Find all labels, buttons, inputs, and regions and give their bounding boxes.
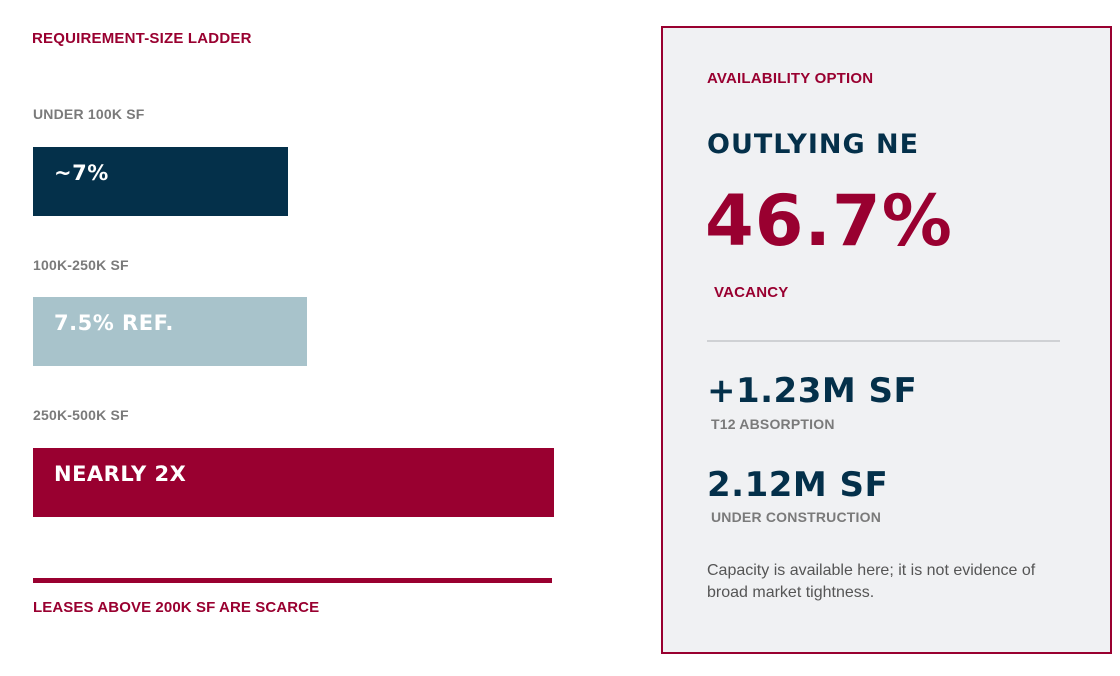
absorption-value: +1.23M SF bbox=[707, 371, 918, 411]
tier-value-250k-500k: NEARLY 2X bbox=[54, 462, 187, 486]
tier-value-under-100k: ~7% bbox=[54, 161, 109, 185]
market-name: OUTLYING NE bbox=[707, 129, 920, 160]
tier-label-under-100k: UNDER 100K SF bbox=[33, 106, 145, 122]
panel-divider bbox=[707, 340, 1060, 342]
tier-value-100k-250k: 7.5% REF. bbox=[54, 311, 174, 335]
footer-divider bbox=[33, 578, 552, 583]
tier-bar-under-100k: ~7% bbox=[33, 147, 288, 216]
ladder-title: REQUIREMENT-SIZE LADDER bbox=[32, 30, 252, 47]
vacancy-value: 46.7% bbox=[705, 180, 953, 262]
construction-label: UNDER CONSTRUCTION bbox=[711, 509, 882, 525]
panel-kicker: AVAILABILITY OPTION bbox=[707, 70, 874, 87]
tier-bar-100k-250k: 7.5% REF. bbox=[33, 297, 307, 366]
availability-panel: AVAILABILITY OPTION OUTLYING NE 46.7% VA… bbox=[661, 26, 1112, 654]
vacancy-label: VACANCY bbox=[714, 284, 789, 301]
tier-bar-250k-500k: NEARLY 2X bbox=[33, 448, 554, 517]
construction-value: 2.12M SF bbox=[707, 465, 889, 505]
absorption-label: T12 ABSORPTION bbox=[711, 416, 835, 432]
panel-note: Capacity is available here; it is not ev… bbox=[707, 562, 1036, 601]
ladder-footer-note: LEASES ABOVE 200K SF ARE SCARCE bbox=[33, 599, 320, 616]
tier-label-250k-500k: 250K-500K SF bbox=[33, 407, 129, 423]
tier-label-100k-250k: 100K-250K SF bbox=[33, 257, 129, 273]
